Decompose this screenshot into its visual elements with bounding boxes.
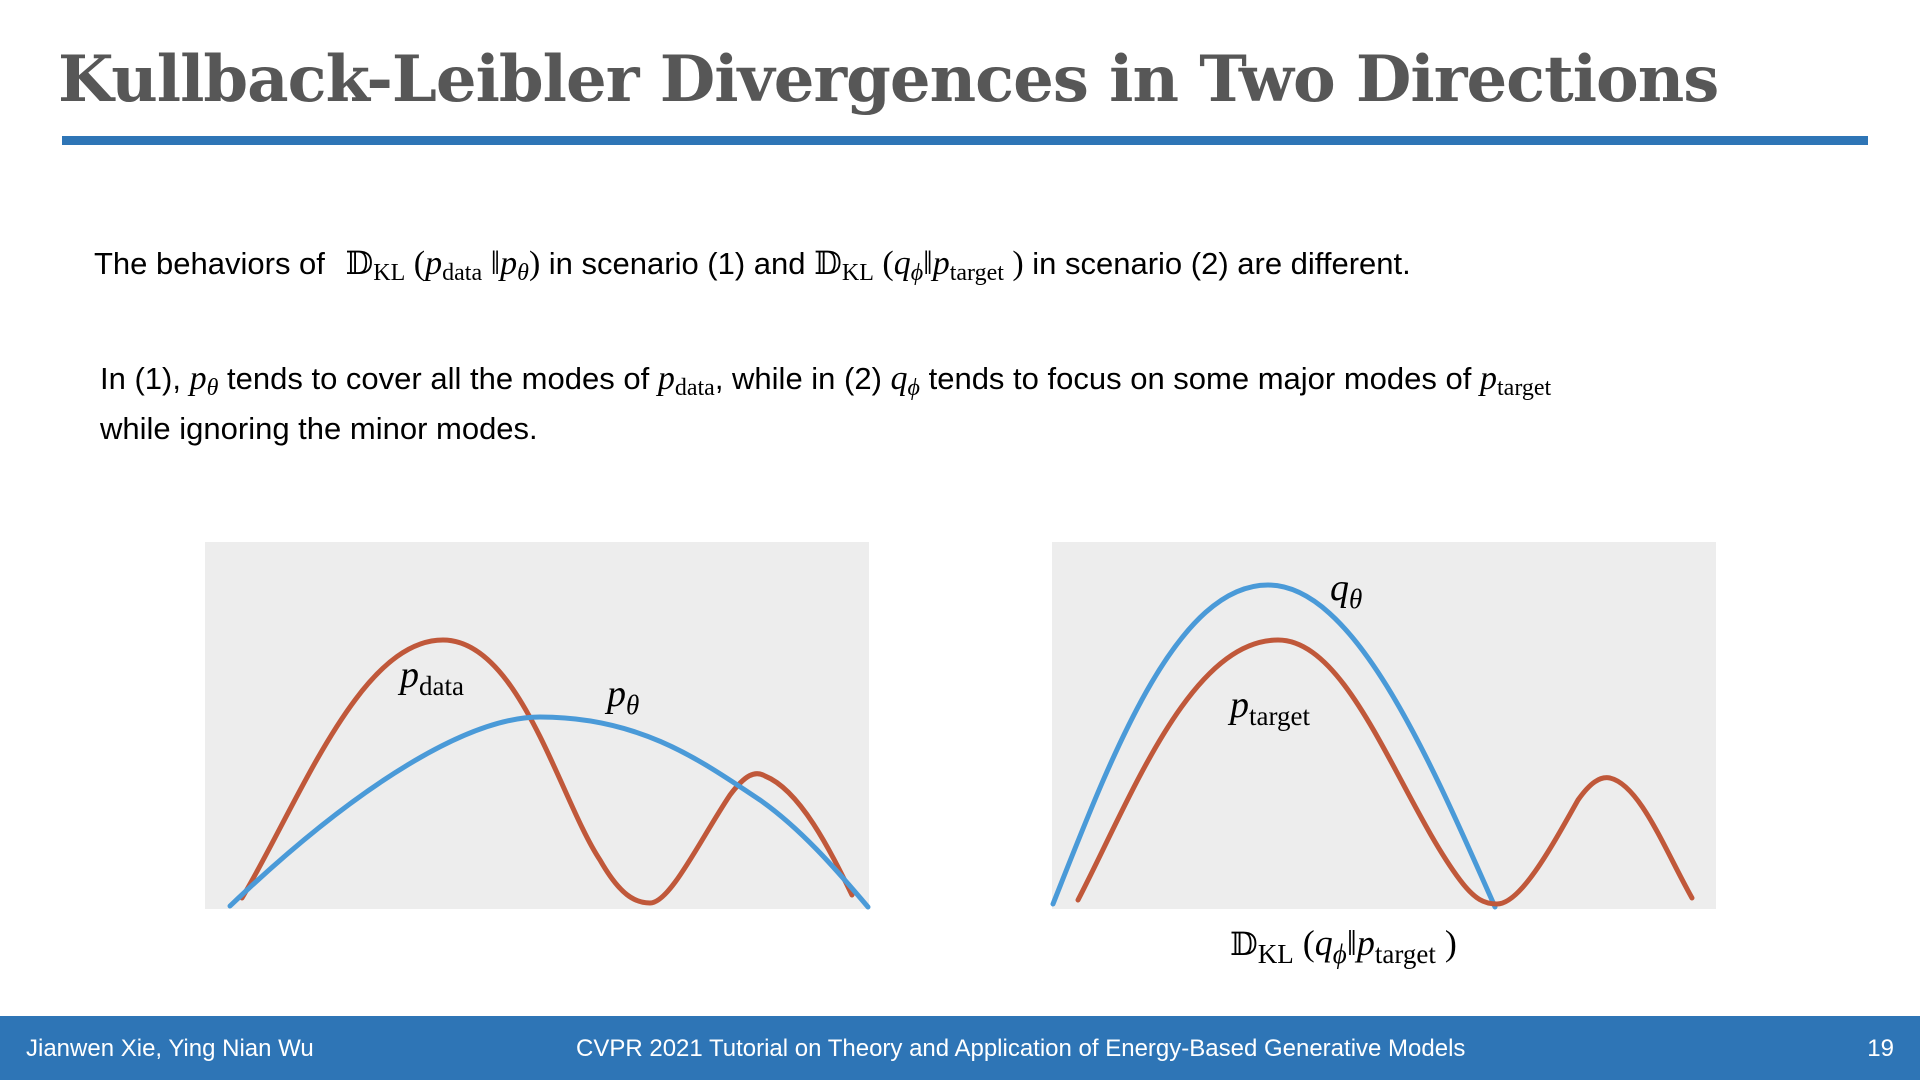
kl-reverse-formula: 𝔻KL (qϕ‖ptarget ) <box>814 244 1033 286</box>
p-data-symbol: pdata <box>657 360 715 401</box>
s1-post: in scenario (2) are different. <box>1032 246 1411 281</box>
sentence-modes-line1: In (1), pθ tends to cover all the modes … <box>100 360 1552 401</box>
right-q-theta-curve <box>1050 582 1498 910</box>
left-p-data-curve <box>239 637 855 906</box>
q-phi-symbol: qϕ <box>890 360 920 401</box>
s1-pre: The behaviors of <box>94 246 325 281</box>
sentence-kl-behaviors: The behaviors of 𝔻KL (pdata ‖pθ) in scen… <box>94 243 1411 286</box>
slide-footer: Jianwen Xie, Ying Nian Wu CVPR 2021 Tuto… <box>0 1016 1920 1080</box>
kl-reverse-caption: 𝔻KL (qϕ‖ptarget ) <box>1230 923 1457 969</box>
label-p-data: pdata <box>400 654 464 701</box>
kl-forward-formula: 𝔻KL (pdata ‖pθ) <box>345 244 549 286</box>
s1-mid: in scenario (1) and <box>548 246 806 281</box>
right-figure-panel <box>1052 542 1716 909</box>
footer-page-number: 19 <box>1867 1035 1894 1062</box>
p-theta-symbol: pθ <box>189 360 219 401</box>
footer-event: CVPR 2021 Tutorial on Theory and Applica… <box>576 1035 1466 1062</box>
footer-authors: Jianwen Xie, Ying Nian Wu <box>26 1035 314 1062</box>
p-target-symbol: ptarget <box>1480 360 1552 401</box>
left-p-theta-curve <box>227 714 871 910</box>
right-p-target-curve <box>1075 637 1695 907</box>
slide-title: Kullback-Leibler Divergences in Two Dire… <box>58 42 1719 117</box>
sentence-modes-line2: while ignoring the minor modes. <box>100 411 538 446</box>
title-underline <box>62 136 1868 145</box>
label-q-theta: qθ <box>1330 567 1363 614</box>
label-p-theta: pθ <box>607 673 640 720</box>
label-p-target: ptarget <box>1230 684 1310 731</box>
